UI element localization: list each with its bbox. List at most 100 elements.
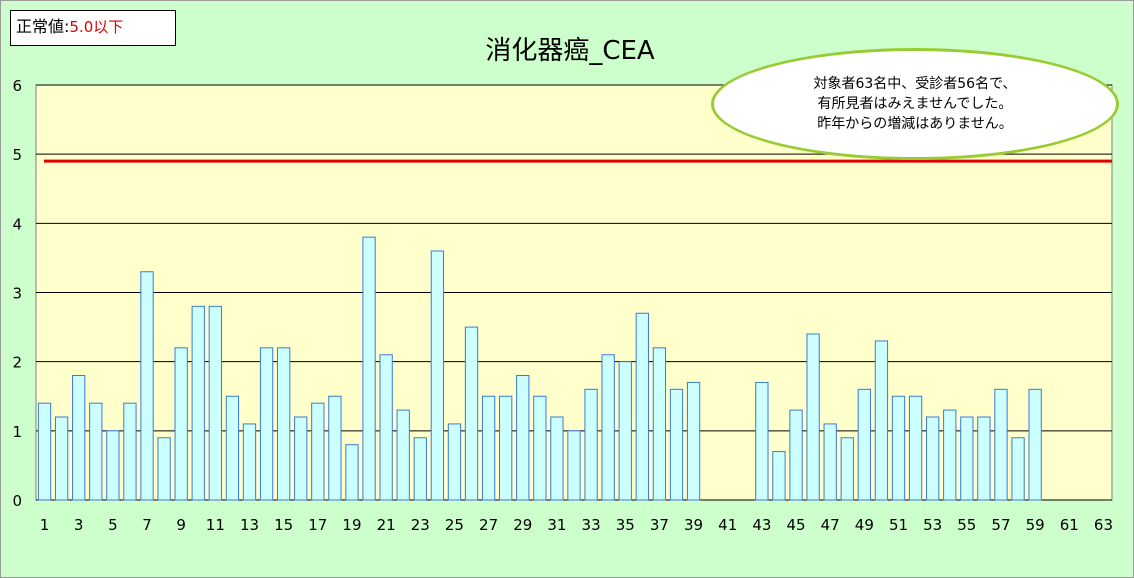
x-tick-label: 45: [786, 516, 805, 534]
bar: [191, 305, 205, 501]
chart-title: 消化器癌_CEA: [485, 36, 655, 66]
bar: [106, 430, 120, 501]
x-tick-label: 19: [342, 516, 361, 534]
y-tick-label: 3: [12, 285, 22, 303]
x-tick-label: 59: [1026, 516, 1045, 534]
x-tick-label: 49: [855, 516, 874, 534]
bar: [994, 388, 1008, 501]
bar: [1011, 437, 1025, 501]
bar: [174, 347, 188, 501]
bar: [567, 430, 581, 501]
bar: [891, 395, 906, 501]
y-tick-label: 2: [12, 354, 22, 372]
normal-value: 5.0以下: [69, 18, 124, 36]
y-tick-label: 1: [12, 423, 22, 441]
bar: [413, 437, 427, 501]
x-tick-label: 17: [308, 516, 327, 534]
x-tick-label: 61: [1060, 516, 1079, 534]
bar: [277, 347, 291, 501]
bar: [430, 250, 445, 501]
bar: [259, 347, 274, 501]
bar: [345, 444, 359, 501]
callout-line-3: 昨年からの増減はありません。: [817, 116, 1013, 132]
x-tick-label: 39: [684, 516, 703, 534]
bar: [362, 236, 376, 501]
bar: [225, 395, 240, 501]
x-tick-label: 53: [923, 516, 942, 534]
x-tick-label: 51: [889, 516, 908, 534]
bar: [840, 437, 854, 501]
x-tick-label: 3: [74, 516, 84, 534]
y-tick-label: 0: [12, 492, 22, 510]
bar: [396, 409, 410, 501]
callout-line-2: 有所見者はみえませんでした。: [817, 96, 1013, 112]
normal-value-box: 正常値:5.0以下: [10, 10, 176, 46]
bar: [72, 375, 86, 501]
bar: [516, 375, 530, 501]
x-tick-label: 27: [479, 516, 498, 534]
y-tick-label: 4: [12, 215, 22, 233]
x-tick-label: 23: [411, 516, 430, 534]
x-tick-label: 41: [718, 516, 737, 534]
y-tick-label: 6: [12, 77, 22, 95]
bar: [926, 416, 940, 501]
bar: [857, 388, 871, 501]
x-tick-label: 1: [40, 516, 50, 534]
x-tick-label: 13: [240, 516, 259, 534]
x-tick-label: 63: [1094, 516, 1113, 534]
bar: [772, 451, 786, 501]
bar: [157, 437, 171, 501]
x-tick-label: 35: [616, 516, 635, 534]
bar: [550, 416, 564, 501]
x-tick-label: 7: [142, 516, 152, 534]
bar: [789, 409, 803, 501]
x-tick-label: 15: [274, 516, 293, 534]
x-tick-label: 29: [513, 516, 532, 534]
bar: [89, 402, 103, 501]
bar: [669, 388, 684, 501]
bar: [464, 326, 479, 501]
bar: [533, 395, 547, 501]
bar: [823, 423, 837, 501]
bar: [618, 361, 632, 501]
bar: [379, 354, 393, 501]
bar: [686, 381, 701, 501]
bar: [447, 423, 462, 501]
x-tick-label: 37: [650, 516, 669, 534]
x-tick-label: 9: [176, 516, 186, 534]
x-tick-label: 47: [821, 516, 840, 534]
x-tick-label: 55: [957, 516, 976, 534]
bar: [123, 402, 137, 501]
bar: [635, 312, 649, 501]
bar: [54, 416, 69, 501]
bar: [943, 409, 957, 501]
bar: [140, 271, 154, 501]
bar: [960, 416, 974, 501]
x-tick-label: 43: [752, 516, 771, 534]
bar: [977, 416, 991, 501]
bar: [294, 416, 308, 501]
bar: [806, 333, 820, 501]
bar: [755, 381, 769, 501]
callout-line-1: 対象者63名中、受診者56名で、: [813, 76, 1017, 92]
bar: [242, 423, 257, 501]
x-tick-label: 33: [582, 516, 601, 534]
x-tick-label: 57: [991, 516, 1010, 534]
comment-callout: 対象者63名中、受診者56名で、 有所見者はみえませんでした。 昨年からの増減は…: [711, 48, 1119, 160]
bar: [208, 305, 222, 501]
x-tick-label: 11: [206, 516, 225, 534]
bar: [481, 395, 496, 501]
x-tick-label: 5: [108, 516, 118, 534]
bar: [499, 395, 513, 501]
bar: [584, 388, 598, 501]
bar: [874, 340, 889, 501]
bar: [652, 347, 667, 501]
bar: [908, 395, 923, 501]
bar: [328, 395, 342, 501]
bar: [601, 354, 615, 501]
x-tick-label: 21: [377, 516, 396, 534]
y-tick-label: 5: [12, 146, 22, 164]
bar: [311, 402, 325, 501]
bar: [37, 402, 52, 501]
